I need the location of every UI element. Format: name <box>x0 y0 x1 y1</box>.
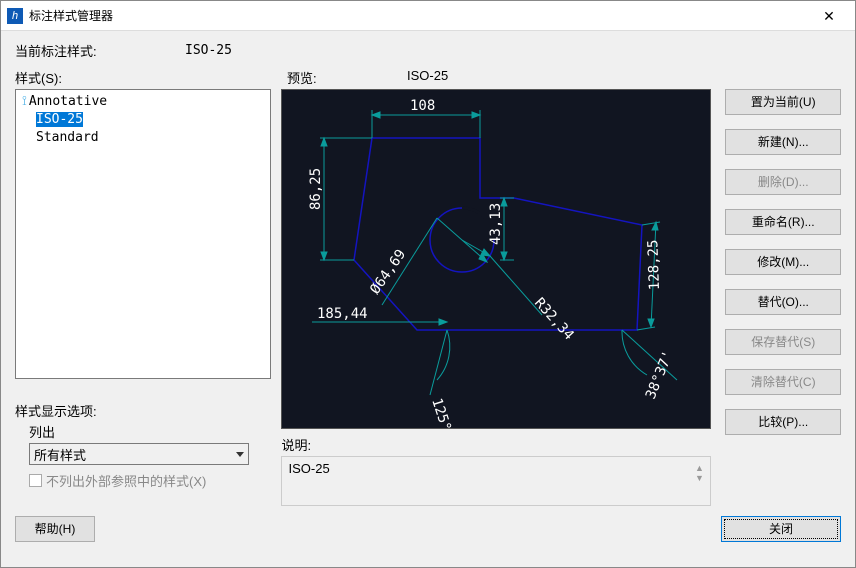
dim-text: 185,44 <box>317 306 368 322</box>
app-icon: h <box>7 8 23 24</box>
window-title: 标注样式管理器 <box>29 7 809 24</box>
preview-value: ISO-25 <box>407 68 448 87</box>
preview-svg: 108 86,25 128,25 43,13 Ø64,69 R32,34 185… <box>282 90 710 428</box>
display-options-label: 样式显示选项: <box>15 401 271 420</box>
list-item-label: Standard <box>36 130 99 145</box>
list-item-label: Annotative <box>29 94 107 109</box>
list-item[interactable]: ISO-25 <box>20 110 266 128</box>
styles-column: ⟟ Annotative ISO-25 Standard 样式显示选项: 列出 <box>15 89 271 506</box>
checkbox-icon <box>29 474 42 487</box>
dialog-content: 当前标注样式: ISO-25 样式(S): 预览: ISO-25 ⟟ Annot… <box>1 31 855 567</box>
clear-override-button[interactable]: 清除替代(C) <box>725 369 841 395</box>
description-label: 说明: <box>281 435 711 454</box>
new-button[interactable]: 新建(N)... <box>725 129 841 155</box>
exclude-xref-checkbox[interactable]: 不列出外部参照中的样式(X) <box>29 471 271 490</box>
dim-text: 86,25 <box>308 168 324 210</box>
override-button[interactable]: 替代(O)... <box>725 289 841 315</box>
list-item[interactable]: ⟟ Annotative <box>20 92 266 110</box>
filter-combo[interactable]: 所有样式 <box>29 443 249 465</box>
dim-text: 43,13 <box>488 203 504 245</box>
buttons-column: 置为当前(U) 新建(N)... 删除(D)... 重命名(R)... 修改(M… <box>725 89 841 506</box>
set-current-button[interactable]: 置为当前(U) <box>725 89 841 115</box>
compare-button[interactable]: 比较(P)... <box>725 409 841 435</box>
dim-text: 125°17' <box>429 396 462 428</box>
description-box: ISO-25 ▲▼ <box>281 456 711 506</box>
save-override-button[interactable]: 保存替代(S) <box>725 329 841 355</box>
chevron-down-icon <box>236 452 244 457</box>
styles-listbox[interactable]: ⟟ Annotative ISO-25 Standard <box>15 89 271 379</box>
styles-label: 样式(S): <box>15 68 287 87</box>
preview-label: 预览: <box>287 68 407 87</box>
close-button[interactable]: 关闭 <box>721 516 841 542</box>
list-item[interactable]: Standard <box>20 128 266 146</box>
display-options: 样式显示选项: 列出 所有样式 不列出外部参照中的样式(X) <box>15 401 271 490</box>
dim-text: 108 <box>410 98 435 114</box>
checkbox-label: 不列出外部参照中的样式(X) <box>46 471 206 490</box>
section-labels: 样式(S): 预览: ISO-25 <box>15 68 841 87</box>
list-sublabel: 列出 <box>29 422 271 441</box>
preview-canvas: 108 86,25 128,25 43,13 Ø64,69 R32,34 185… <box>281 89 711 429</box>
titlebar: h 标注样式管理器 ✕ <box>1 1 855 31</box>
annotative-icon: ⟟ <box>22 94 27 109</box>
list-item-label: ISO-25 <box>36 112 83 127</box>
dialog-window: h 标注样式管理器 ✕ 当前标注样式: ISO-25 样式(S): 预览: IS… <box>0 0 856 568</box>
preview-column: 108 86,25 128,25 43,13 Ø64,69 R32,34 185… <box>281 89 711 506</box>
current-style-label: 当前标注样式: <box>15 41 185 60</box>
current-style-value: ISO-25 <box>185 43 232 58</box>
dim-text: R32,34 <box>532 295 578 343</box>
close-icon[interactable]: ✕ <box>809 2 849 30</box>
spinner-icon[interactable]: ▲▼ <box>692 463 706 483</box>
description-text: ISO-25 <box>288 461 329 476</box>
help-button[interactable]: 帮助(H) <box>15 516 95 542</box>
modify-button[interactable]: 修改(M)... <box>725 249 841 275</box>
delete-button[interactable]: 删除(D)... <box>725 169 841 195</box>
rename-button[interactable]: 重命名(R)... <box>725 209 841 235</box>
combo-value: 所有样式 <box>34 445 86 464</box>
current-style-row: 当前标注样式: ISO-25 <box>15 41 841 60</box>
main-row: ⟟ Annotative ISO-25 Standard 样式显示选项: 列出 <box>15 89 841 506</box>
bottom-row: 帮助(H) 关闭 <box>15 516 841 542</box>
dim-text: 128,25 <box>646 239 664 290</box>
